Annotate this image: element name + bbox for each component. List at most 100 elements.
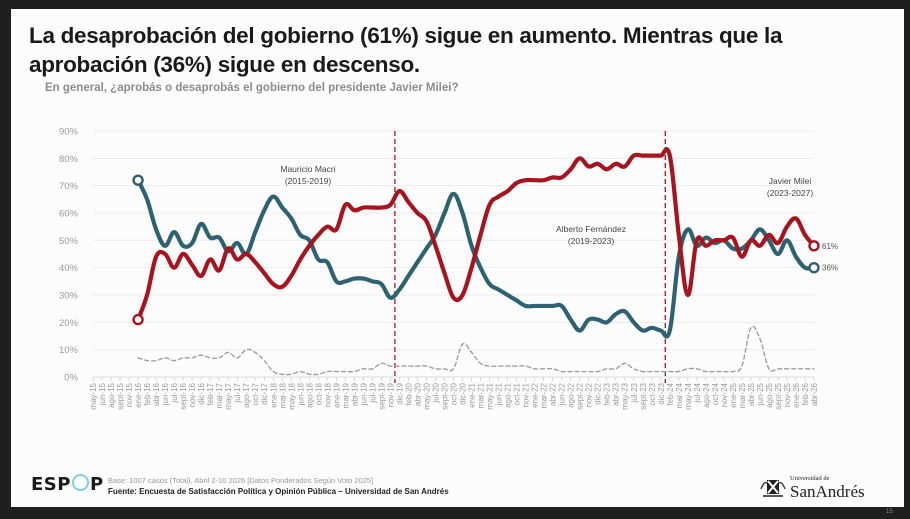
x-tick-label: ene-19	[332, 382, 341, 407]
y-tick-label: 20%	[59, 318, 79, 329]
x-tick-label: may-21	[486, 382, 495, 409]
x-tick-label: oct-17	[251, 382, 260, 405]
series-start-marker	[132, 174, 144, 186]
x-tick-label: may-17	[224, 382, 233, 409]
x-tick-label: feb-23	[603, 382, 612, 405]
x-tick-label: mar-24	[675, 382, 684, 408]
x-tick-label: feb-24	[666, 382, 675, 405]
period-annotation: Mauricio Macri	[280, 164, 335, 174]
x-tick-label: sept-16	[179, 382, 188, 409]
x-tick-label: abr-16	[152, 382, 161, 406]
grid	[93, 130, 814, 351]
y-tick-label: 90%	[59, 127, 79, 138]
x-tick-label: ene-18	[269, 382, 278, 407]
series-line-desaprobaci-n	[135, 147, 817, 322]
end-value-label: 36%	[822, 264, 838, 273]
y-tick-label: 70%	[59, 181, 79, 192]
x-tick-label: ago-15	[107, 382, 116, 407]
slide-title: La desaprobación del gobierno (61%) sigu…	[29, 23, 783, 77]
x-tick-label: jun-22	[558, 382, 567, 406]
x-tick-label: abr-23	[612, 382, 621, 406]
y-axis: 0% 10% 20% 30% 40% 50% 60% 70% 80% 90%	[59, 127, 79, 384]
x-tick-label: oct-20	[450, 382, 459, 405]
x-tick-label: may-18	[287, 382, 296, 409]
x-tick-label: feb-17	[206, 382, 215, 405]
x-tick-label: nov-19	[386, 382, 395, 407]
series-start-marker	[132, 313, 144, 326]
x-tick-label: ago-17	[242, 382, 251, 407]
x-tick-label: may-23	[621, 382, 630, 409]
x-tick-label: abr-19	[350, 382, 359, 406]
y-tick-label: 40%	[59, 263, 79, 274]
x-tick-label: nov-25	[783, 382, 792, 407]
x-tick-label: jul-23	[630, 382, 639, 403]
x-tick-label: nov-18	[323, 382, 332, 407]
x-tick-label: jul-24	[693, 382, 702, 403]
x-tick-label: ago-21	[504, 382, 513, 407]
x-tick-label: dic-20	[459, 382, 468, 404]
x-tick-label: ene-26	[792, 382, 801, 407]
x-tick-label: sept-22	[576, 382, 585, 409]
x-tick-label: dic-23	[657, 382, 666, 404]
x-tick-label: jun-16	[161, 382, 170, 406]
slide	[11, 9, 904, 507]
x-tick-label: mar-19	[341, 382, 350, 408]
x-tick-label: jul-16	[170, 382, 179, 403]
university-label-small: Universidad de	[790, 475, 830, 483]
x-tick-label: sept-20	[440, 382, 449, 409]
series-line-ns-nc	[137, 325, 815, 376]
period-annotation: Alberto Fernández	[556, 224, 626, 234]
x-tick-label: ago-25	[765, 382, 774, 407]
period-annotation: Javier Milei	[769, 176, 812, 186]
universidad-san-andres-logo: Universidad de SanAndrés	[760, 476, 865, 500]
end-value-label: 61%	[822, 242, 838, 251]
x-tick-label: ene-16	[134, 382, 143, 407]
x-tick-label: jun-15	[98, 382, 107, 406]
y-tick-label: 80%	[59, 154, 79, 165]
x-tick-label: feb-20	[404, 382, 413, 405]
x-tick-label: ago-18	[305, 382, 314, 407]
x-tick-label: jul-20	[431, 382, 440, 403]
x-tick-label: nov-16	[188, 382, 197, 407]
x-tick-label: jun-25	[756, 382, 765, 406]
chart-question: En general, ¿aprobás o desaprobás el gob…	[45, 82, 459, 94]
university-label-big: SanAndrés	[790, 481, 865, 501]
period-annotation-years: (2023-2027)	[767, 188, 813, 198]
page-number: 15	[886, 509, 893, 515]
approval-line-chart: 0%10%20%30%40%50%60%70%80%90% may-15 jun-…	[59, 127, 838, 410]
series-end-marker	[808, 261, 820, 274]
y-tick-label: 50%	[59, 236, 79, 247]
x-tick-label: mar-22	[540, 382, 549, 408]
x-tick-label: abr-20	[413, 382, 422, 406]
x-tick-label: oct-23	[648, 382, 657, 405]
period-annotation-years: (2019-2023)	[568, 236, 614, 246]
x-tick-label: ago-24	[702, 382, 711, 407]
y-tick-label: 0%	[64, 373, 78, 384]
x-axis: may-15 jun-15 ago-15 sept-15 nov-15 ene-16 feb…	[89, 376, 819, 410]
x-tick-label: nov-22	[585, 382, 594, 407]
x-tick-label: sept-25	[774, 382, 783, 409]
x-tick-label: mar-25	[738, 382, 747, 408]
x-tick-label: jul-19	[368, 382, 377, 403]
x-tick-label: may-15	[89, 382, 98, 409]
x-tick-label: abr-25	[747, 382, 756, 406]
x-tick-label: oct-24	[711, 382, 720, 405]
x-tick-label: sept-15	[116, 382, 125, 409]
x-tick-label: dic-17	[260, 382, 269, 404]
x-tick-label: jun-18	[296, 382, 305, 406]
x-tick-label: jul-17	[233, 382, 242, 403]
footer-source: Fuente: Encuesta de Satisfacción Polític…	[108, 487, 449, 496]
x-tick-label: may-20	[422, 382, 431, 409]
x-tick-label: dic-16	[197, 382, 206, 404]
x-tick-label: jun-19	[359, 382, 368, 406]
x-tick-label: ene-25	[729, 382, 738, 407]
x-tick-label: mar-17	[215, 382, 224, 408]
x-tick-label: sept-23	[639, 382, 648, 409]
footer-base-note: Base: 1007 casos (Total), Abril 2-10 202…	[108, 476, 374, 485]
x-tick-label: nov-15	[125, 382, 134, 407]
x-tick-label: feb-26	[801, 382, 810, 405]
x-tick-label: abr-22	[549, 382, 558, 406]
y-tick-label: 60%	[59, 209, 79, 220]
university-crest-icon	[760, 477, 786, 499]
logo-o-icon	[71, 474, 89, 491]
